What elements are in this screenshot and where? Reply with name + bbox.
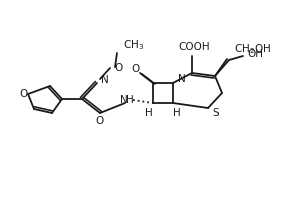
Text: COOH: COOH bbox=[178, 42, 210, 52]
Text: H: H bbox=[173, 108, 181, 118]
Text: N: N bbox=[120, 95, 128, 105]
Text: S: S bbox=[212, 108, 219, 118]
Text: O: O bbox=[95, 116, 103, 126]
Text: O: O bbox=[131, 64, 139, 74]
Text: N: N bbox=[101, 75, 109, 85]
Text: OH: OH bbox=[247, 49, 263, 59]
Text: O: O bbox=[114, 63, 122, 73]
Text: CH$_3$: CH$_3$ bbox=[123, 38, 144, 52]
Text: N: N bbox=[178, 74, 186, 84]
Text: H: H bbox=[126, 95, 134, 105]
Text: O: O bbox=[19, 89, 27, 99]
Text: H: H bbox=[145, 108, 153, 118]
Text: CH$_2$OH: CH$_2$OH bbox=[234, 42, 271, 56]
